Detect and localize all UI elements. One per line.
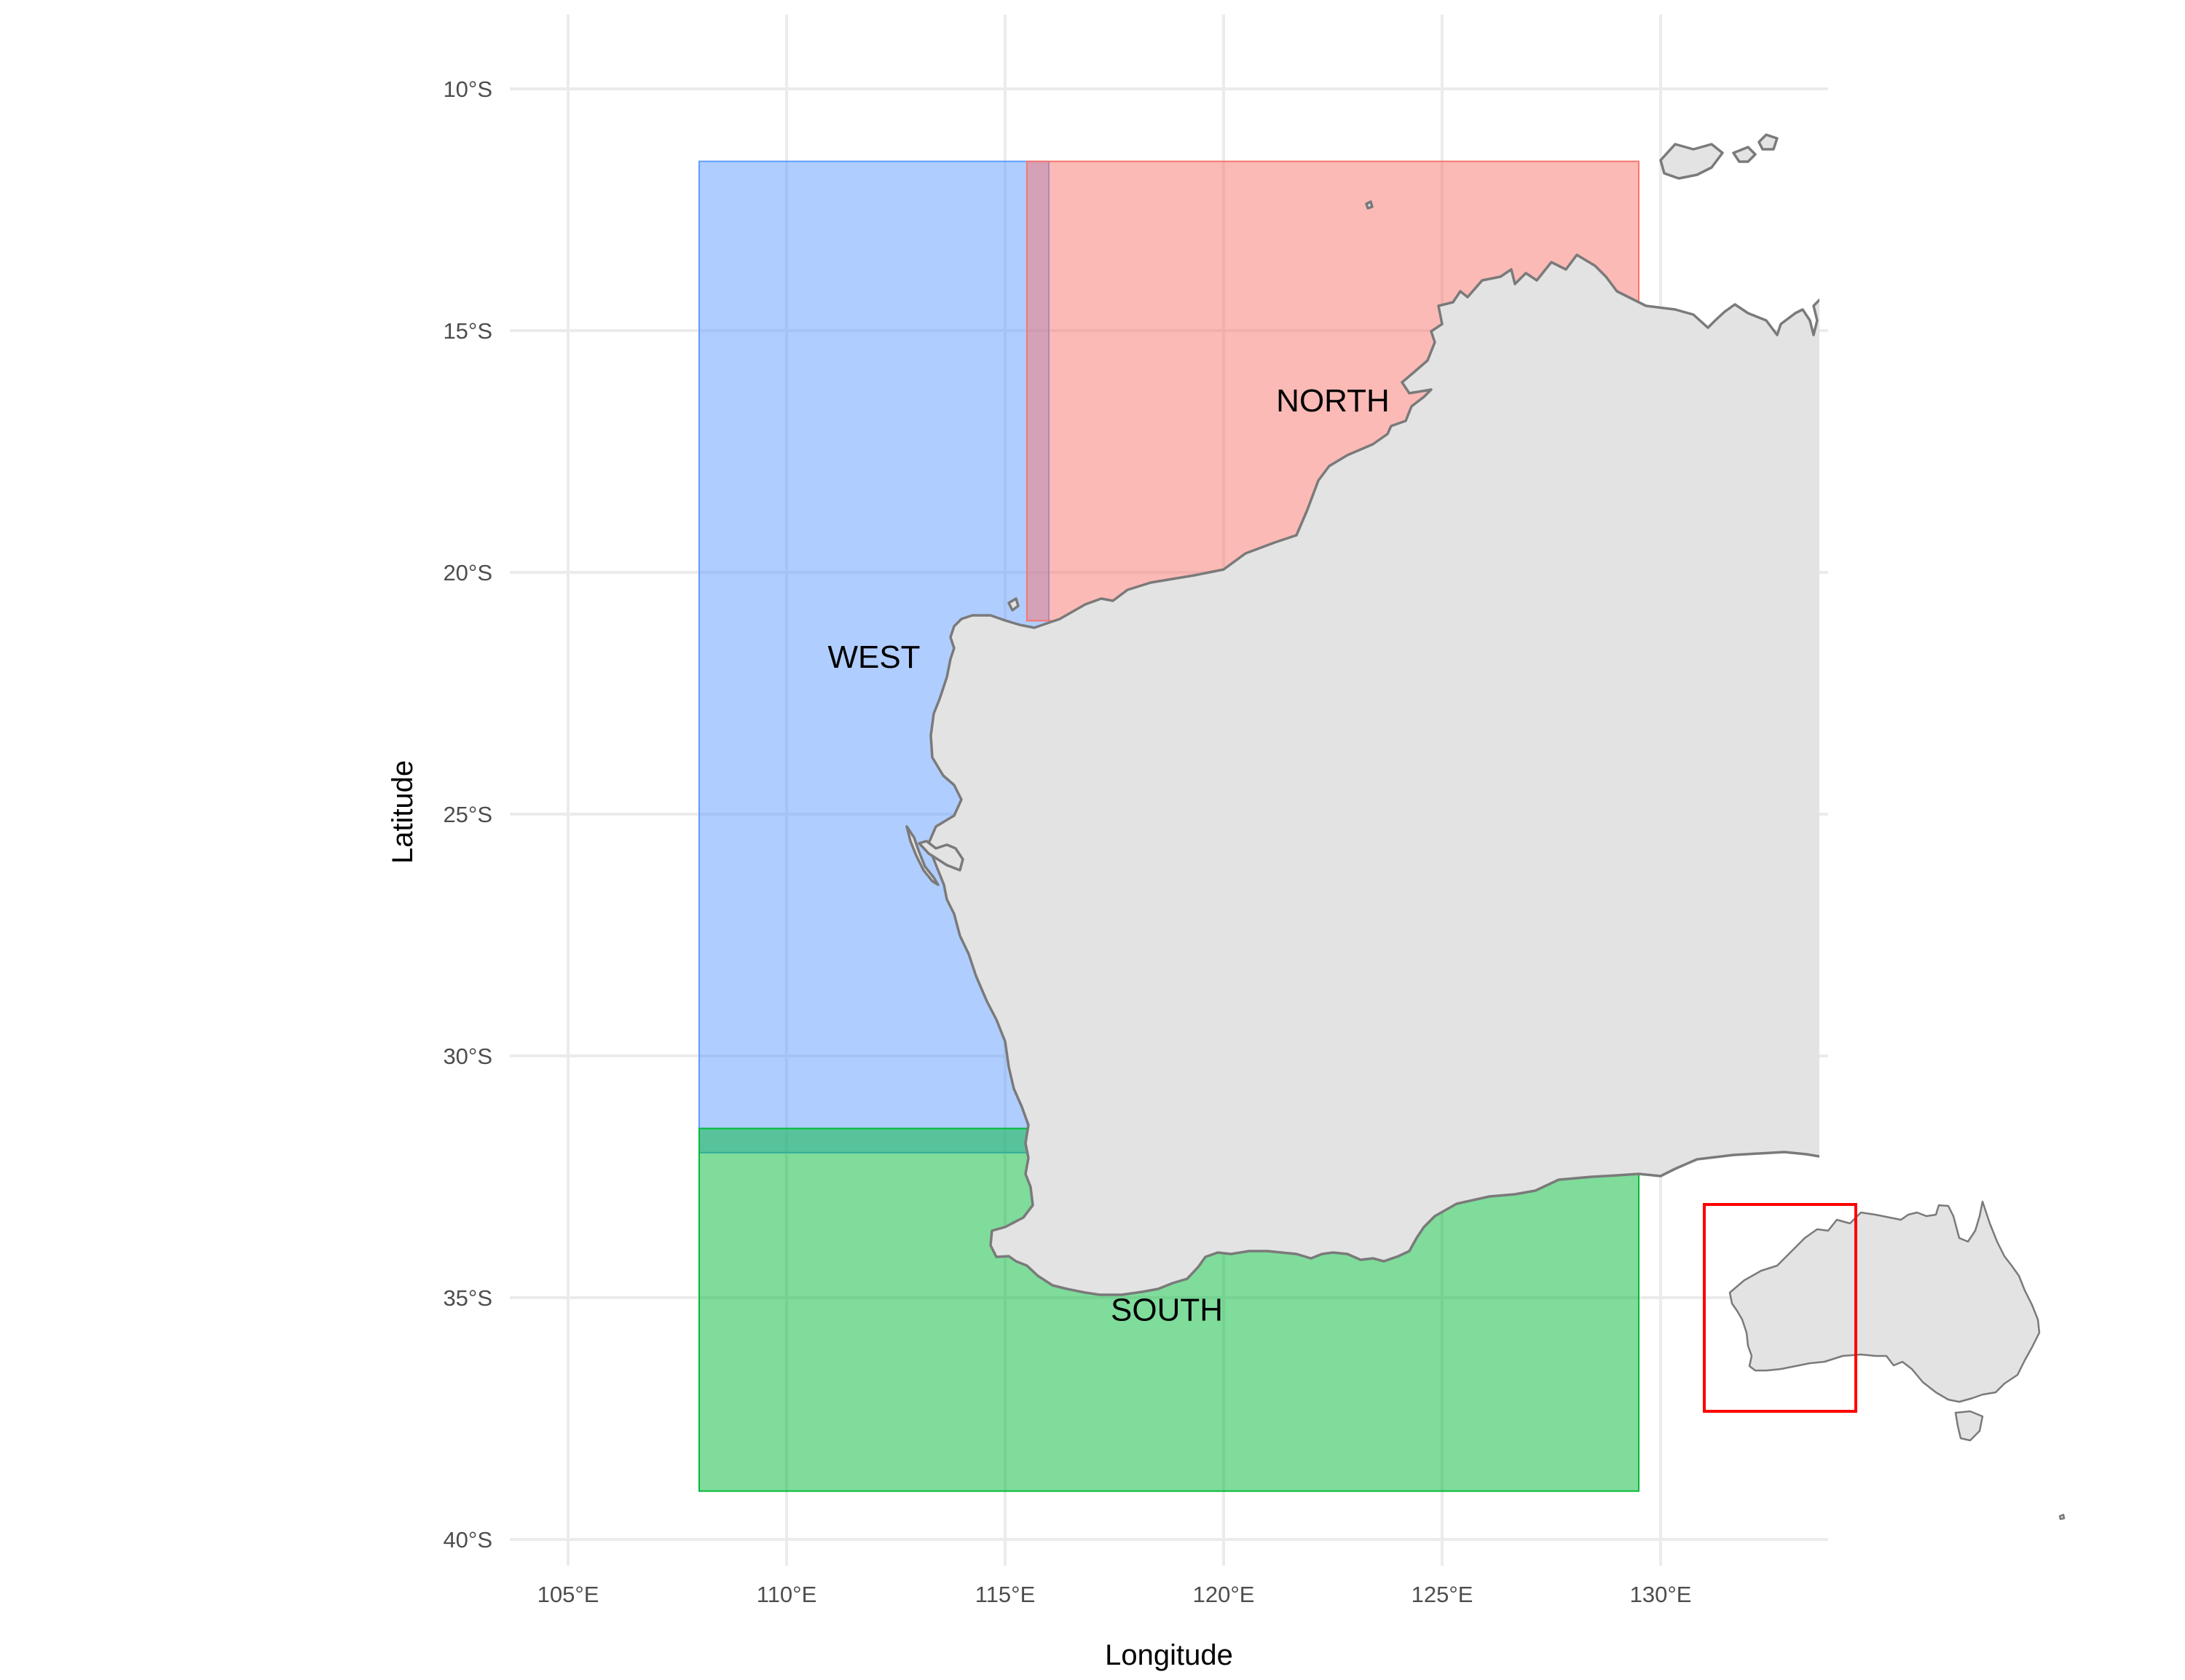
region-label-north: NORTH bbox=[1276, 383, 1390, 419]
dirk-hartog-island bbox=[918, 840, 964, 872]
inset-tasmania bbox=[1954, 1410, 1984, 1442]
region-label-west: WEST bbox=[827, 639, 920, 675]
x-tick-label: 120°E bbox=[1193, 1582, 1255, 1607]
y-tick-label: 40°S bbox=[443, 1527, 492, 1553]
cobourg-peninsula bbox=[1757, 133, 1779, 151]
x-tick-label: 110°E bbox=[757, 1582, 817, 1607]
x-tick-label: 115°E bbox=[975, 1582, 1036, 1607]
inset-highlight-box bbox=[1703, 1203, 1857, 1413]
region-label-south: SOUTH bbox=[1111, 1293, 1223, 1328]
y-tick-label: 25°S bbox=[443, 802, 492, 827]
y-tick-label: 15°S bbox=[443, 318, 492, 344]
x-tick-label: 125°E bbox=[1412, 1582, 1473, 1607]
shark-bay-peninsula bbox=[905, 825, 940, 886]
y-tick-label: 30°S bbox=[443, 1044, 492, 1069]
x-tick-label: 105°E bbox=[538, 1582, 599, 1607]
barrow-island bbox=[1007, 597, 1020, 612]
ashmore-reef bbox=[1365, 200, 1374, 210]
tiwi-islands bbox=[1659, 143, 1724, 180]
x-tick-label: 130°E bbox=[1630, 1582, 1692, 1607]
y-tick-label: 20°S bbox=[443, 560, 492, 585]
inset-australia-landmass bbox=[1728, 1200, 2041, 1403]
australia-inset bbox=[1703, 1200, 2066, 1521]
y-axis-title: Latitude bbox=[387, 760, 419, 864]
australia-landmass bbox=[927, 253, 1819, 1296]
inset-macquarie-island bbox=[2058, 1513, 2066, 1521]
x-axis-title: Longitude bbox=[1105, 1639, 1233, 1671]
melville-island-east bbox=[1732, 146, 1757, 163]
y-tick-label: 35°S bbox=[443, 1285, 492, 1311]
land-layer bbox=[905, 133, 1819, 1296]
y-tick-label: 10°S bbox=[443, 76, 492, 102]
